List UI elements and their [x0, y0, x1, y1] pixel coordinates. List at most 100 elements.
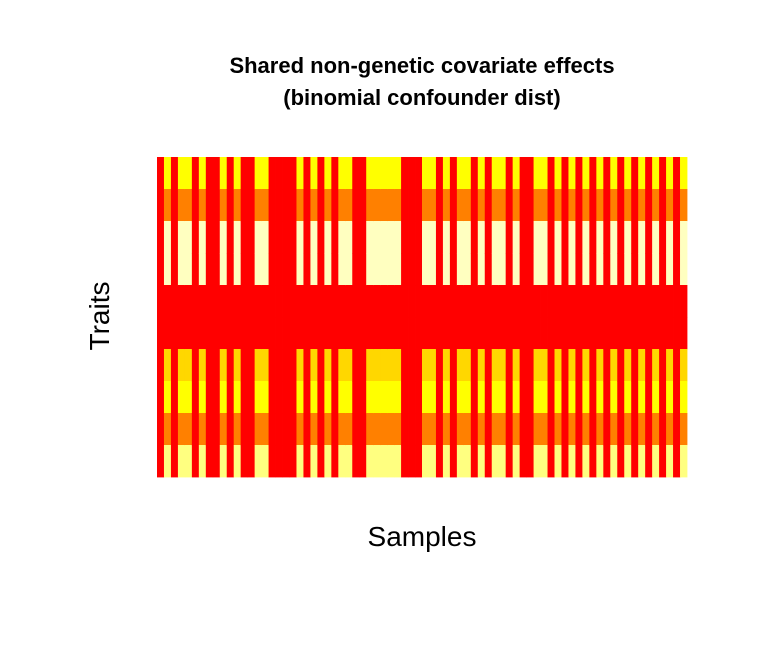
- heatmap-cell: [554, 317, 562, 350]
- heatmap-cell: [596, 157, 604, 190]
- heatmap-cell: [261, 445, 269, 478]
- heatmap-cell: [442, 413, 451, 446]
- heatmap-cell: [540, 221, 548, 254]
- heatmap-cell: [666, 189, 674, 222]
- heatmap-cell: [282, 221, 290, 254]
- heatmap-cell: [547, 413, 555, 446]
- heatmap-cell: [268, 381, 276, 414]
- heatmap-cell: [373, 253, 381, 286]
- heatmap-cell: [380, 285, 388, 318]
- heatmap-cell: [617, 189, 625, 222]
- heatmap-cell: [512, 413, 521, 446]
- heatmap-cell: [540, 285, 548, 318]
- heatmap-cell: [617, 381, 625, 414]
- heatmap-cell: [268, 157, 276, 190]
- heatmap-cell: [352, 253, 360, 286]
- heatmap-cell: [491, 349, 500, 382]
- heatmap-cell: [435, 413, 444, 446]
- heatmap-cell: [275, 157, 283, 190]
- heatmap-cell: [254, 349, 262, 382]
- heatmap-cell: [463, 189, 472, 222]
- heatmap-cell: [352, 157, 360, 190]
- heatmap-cell: [310, 221, 318, 254]
- heatmap-cell: [582, 349, 590, 382]
- heatmap-cell: [673, 317, 681, 350]
- heatmap-cell: [177, 317, 186, 350]
- heatmap-cell: [582, 413, 590, 446]
- heatmap-cell: [596, 381, 604, 414]
- heatmap-cell: [219, 413, 228, 446]
- heatmap-cell: [422, 285, 430, 318]
- heatmap-cell: [680, 381, 688, 414]
- heatmap-cell: [170, 157, 179, 190]
- heatmap-cell: [331, 221, 339, 254]
- heatmap-cell: [226, 157, 235, 190]
- heatmap-cell: [331, 317, 339, 350]
- heatmap-cell: [317, 285, 325, 318]
- heatmap-cell: [233, 381, 242, 414]
- heatmap-cell: [282, 285, 290, 318]
- heatmap-cell: [394, 445, 402, 478]
- heatmap-cell: [505, 253, 514, 286]
- heatmap-cell: [352, 349, 360, 382]
- heatmap-cell: [184, 317, 193, 350]
- heatmap-cell: [303, 221, 311, 254]
- heatmap-cell: [575, 381, 583, 414]
- heatmap-cell: [526, 349, 534, 382]
- heatmap-cell: [680, 253, 688, 286]
- heatmap-cell: [477, 221, 486, 254]
- heatmap-cell: [512, 157, 521, 190]
- heatmap-cell: [184, 189, 193, 222]
- heatmap-cell: [512, 221, 521, 254]
- heatmap-cell: [177, 157, 186, 190]
- heatmap-cell: [212, 381, 221, 414]
- heatmap-cell: [533, 157, 541, 190]
- heatmap-cell: [477, 445, 486, 478]
- heatmap-cell: [247, 285, 256, 318]
- chart-title-line1: Shared non-genetic covariate effects: [229, 53, 614, 78]
- heatmap-cell: [394, 349, 402, 382]
- heatmap-cell: [456, 157, 465, 190]
- heatmap-cell: [380, 189, 388, 222]
- heatmap-cell: [380, 445, 388, 478]
- heatmap-cell: [296, 317, 304, 350]
- heatmap-cell: [226, 349, 235, 382]
- heatmap-cell: [394, 221, 402, 254]
- heatmap-cell: [275, 413, 283, 446]
- heatmap-cell: [470, 285, 479, 318]
- heatmap-cell: [387, 285, 395, 318]
- heatmap-cell: [491, 253, 500, 286]
- heatmap-cell: [638, 221, 646, 254]
- heatmap-cell: [575, 317, 583, 350]
- heatmap-cell: [449, 317, 458, 350]
- heatmap-cell: [631, 317, 639, 350]
- heatmap-cell: [289, 381, 297, 414]
- heatmap-cell: [303, 381, 311, 414]
- heatmap-cell: [575, 445, 583, 478]
- heatmap-cell: [310, 189, 318, 222]
- heatmap-cell: [157, 285, 165, 318]
- heatmap-cell: [254, 253, 262, 286]
- heatmap-cell: [659, 157, 667, 190]
- heatmap-cell: [359, 381, 367, 414]
- heatmap-cell: [547, 189, 555, 222]
- heatmap-cell: [184, 445, 193, 478]
- heatmap-cell: [442, 317, 451, 350]
- heatmap-cell: [463, 285, 472, 318]
- heatmap-cell: [212, 445, 221, 478]
- heatmap-cell: [589, 317, 597, 350]
- heatmap-cell: [331, 381, 339, 414]
- heatmap-cell: [380, 221, 388, 254]
- heatmap-cell: [484, 349, 493, 382]
- heatmap-cell: [401, 189, 409, 222]
- heatmap-cell: [401, 285, 409, 318]
- heatmap-cell: [324, 253, 332, 286]
- heatmap-cell: [205, 221, 214, 254]
- heatmap-cell: [198, 221, 207, 254]
- heatmap-cell: [219, 189, 228, 222]
- heatmap-cell: [631, 349, 639, 382]
- heatmap-cell: [387, 221, 395, 254]
- heatmap-cell: [652, 221, 660, 254]
- heatmap-cell: [463, 317, 472, 350]
- heatmap-cell: [184, 381, 193, 414]
